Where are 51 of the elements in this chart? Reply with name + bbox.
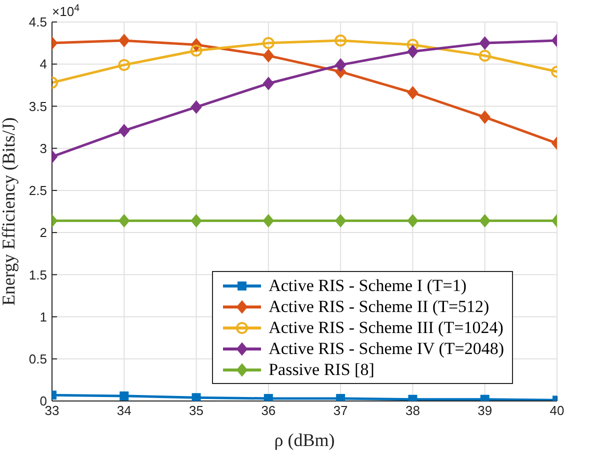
x-tick-label: 40 xyxy=(550,403,564,418)
point xyxy=(190,100,202,114)
x-tick-label: 39 xyxy=(478,403,492,418)
point xyxy=(335,214,346,228)
point xyxy=(262,37,274,50)
x-tick-label: 38 xyxy=(405,403,420,418)
point xyxy=(118,34,130,48)
point xyxy=(407,214,418,228)
point xyxy=(118,58,130,71)
y-tick-label: 4.5 xyxy=(28,14,47,30)
point xyxy=(262,76,274,90)
y-tick-label: 0.5 xyxy=(28,352,47,367)
point xyxy=(118,214,130,228)
legend-label: Active RIS - Scheme II (T=512) xyxy=(268,296,490,317)
point xyxy=(479,36,490,50)
point xyxy=(118,124,130,138)
y-tick-label: 1.5 xyxy=(28,267,47,282)
point xyxy=(479,214,490,228)
point xyxy=(335,58,346,72)
legend-label: Passive RIS [8] xyxy=(268,359,374,380)
legend-label: Active RIS - Scheme III (T=1024) xyxy=(268,317,504,338)
point xyxy=(120,391,129,400)
text: ×10$^{4}$ xyxy=(52,2,80,19)
y-tick-label: 0 xyxy=(40,394,47,409)
point xyxy=(478,50,491,62)
legend-label: Active RIS - Scheme IV (T=2048) xyxy=(268,338,504,359)
y-tick-label: 4 xyxy=(40,56,47,72)
x-tick-label: 34 xyxy=(116,403,132,418)
point xyxy=(334,34,347,47)
point xyxy=(406,38,419,51)
legend-label: Active RIS - Scheme I (T=1) xyxy=(268,275,467,296)
x-tick-label: 36 xyxy=(261,403,276,418)
y-tick-label: 3 xyxy=(40,140,47,156)
point xyxy=(190,44,202,57)
point xyxy=(264,394,273,401)
y-tick-label: 2.5 xyxy=(28,183,47,198)
y-tick-label: 3.5 xyxy=(28,98,47,114)
point xyxy=(407,86,418,100)
point xyxy=(190,214,202,228)
point xyxy=(336,394,346,401)
point xyxy=(192,393,201,401)
point xyxy=(262,214,274,228)
point xyxy=(407,44,418,58)
x-tick-label: 37 xyxy=(333,403,348,418)
x-axis-title: ρ (dBm) xyxy=(274,430,335,450)
y-tick-label: 2 xyxy=(40,225,47,240)
point xyxy=(262,49,274,62)
x-tick-label: 35 xyxy=(189,403,204,418)
point xyxy=(479,110,490,124)
y-tick-label: 1 xyxy=(40,309,47,324)
y-axis-title: Energy Efficiency (Bits/J) xyxy=(0,117,18,306)
